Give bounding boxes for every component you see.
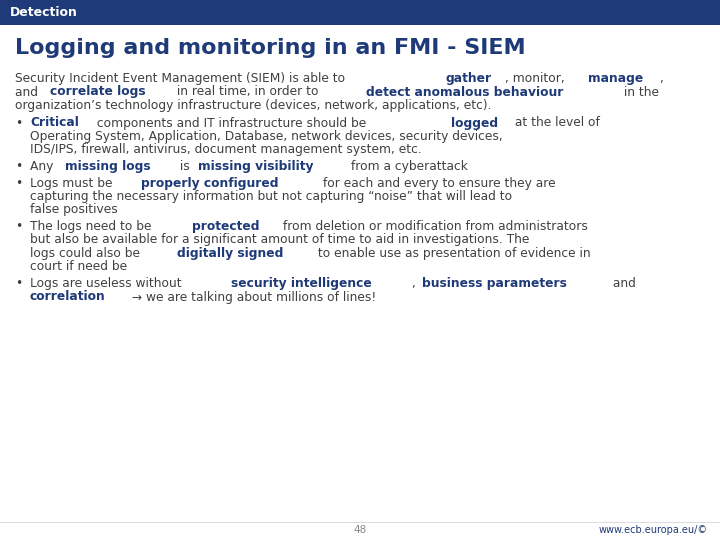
Text: Logging and monitoring in an FMI - SIEM: Logging and monitoring in an FMI - SIEM: [15, 38, 526, 58]
Text: www.ecb.europa.eu/©: www.ecb.europa.eu/©: [599, 525, 708, 535]
Text: ,: ,: [659, 72, 662, 85]
Text: The logs need to be: The logs need to be: [30, 220, 156, 233]
Text: logged: logged: [451, 117, 498, 130]
Text: business parameters: business parameters: [422, 277, 567, 290]
Text: capturing the necessary information but not capturing “noise” that will lead to: capturing the necessary information but …: [30, 190, 512, 203]
Text: is: is: [176, 160, 193, 173]
Text: Logs must be: Logs must be: [30, 177, 117, 190]
Text: gather: gather: [446, 72, 492, 85]
Text: logs could also be: logs could also be: [30, 247, 144, 260]
Text: •: •: [15, 220, 22, 233]
Text: but also be available for a significant amount of time to aid in investigations.: but also be available for a significant …: [30, 233, 529, 246]
Text: correlate logs: correlate logs: [50, 85, 145, 98]
Text: from a cyberattack: from a cyberattack: [348, 160, 468, 173]
Text: detect anomalous behaviour: detect anomalous behaviour: [366, 85, 563, 98]
Text: protected: protected: [192, 220, 259, 233]
Text: digitally signed: digitally signed: [177, 247, 283, 260]
Text: Logs are useless without: Logs are useless without: [30, 277, 186, 290]
Text: properly configured: properly configured: [141, 177, 279, 190]
Text: Any: Any: [30, 160, 58, 173]
Text: •: •: [15, 160, 22, 173]
Text: •: •: [15, 277, 22, 290]
Text: in the: in the: [621, 85, 660, 98]
Text: → we are talking about millions of lines!: → we are talking about millions of lines…: [127, 291, 376, 303]
Text: court if need be: court if need be: [30, 260, 127, 273]
Bar: [0, 0, 720, 25]
Text: IDS/IPS, firewall, antivirus, document management system, etc.: IDS/IPS, firewall, antivirus, document m…: [30, 144, 422, 157]
Text: 48: 48: [354, 525, 366, 535]
Text: at the level of: at the level of: [511, 117, 600, 130]
Text: organization’s technology infrastructure (devices, network, applications, etc).: organization’s technology infrastructure…: [15, 99, 492, 112]
Text: •: •: [15, 177, 22, 190]
Text: ,: ,: [413, 277, 420, 290]
Text: Operating System, Application, Database, network devices, security devices,: Operating System, Application, Database,…: [30, 130, 503, 143]
Text: Detection: Detection: [10, 6, 78, 19]
Text: correlation: correlation: [30, 291, 106, 303]
Text: missing logs: missing logs: [66, 160, 150, 173]
Text: and: and: [609, 277, 636, 290]
Text: false positives: false positives: [30, 204, 118, 217]
Text: to enable use as presentation of evidence in: to enable use as presentation of evidenc…: [314, 247, 591, 260]
Text: missing visibility: missing visibility: [199, 160, 314, 173]
Text: Security Incident Event Management (SIEM) is able to: Security Incident Event Management (SIEM…: [15, 72, 349, 85]
Text: from deletion or modification from administrators: from deletion or modification from admin…: [279, 220, 588, 233]
Text: for each and every to ensure they are: for each and every to ensure they are: [319, 177, 556, 190]
Text: •: •: [15, 117, 22, 130]
Text: Critical: Critical: [30, 117, 79, 130]
Text: , monitor,: , monitor,: [505, 72, 569, 85]
Text: in real time, in order to: in real time, in order to: [173, 85, 323, 98]
Text: manage: manage: [588, 72, 643, 85]
Text: security intelligence: security intelligence: [230, 277, 372, 290]
Text: components and IT infrastructure should be: components and IT infrastructure should …: [93, 117, 370, 130]
Text: and: and: [15, 85, 42, 98]
